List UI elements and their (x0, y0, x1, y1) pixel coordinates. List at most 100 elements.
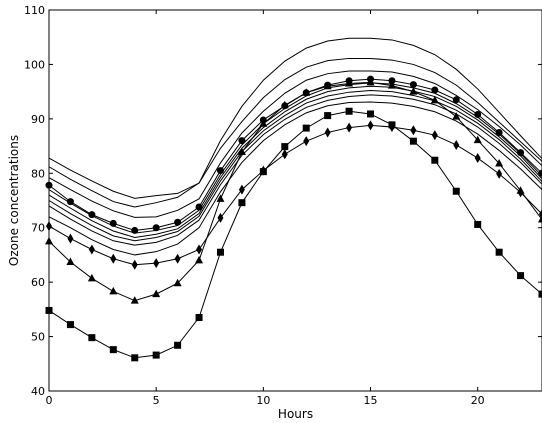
data-point (538, 215, 542, 223)
data-point (409, 87, 418, 95)
data-point (281, 149, 288, 160)
data-point (280, 100, 289, 109)
data-point (388, 77, 396, 85)
x-tick-label: 5 (153, 394, 160, 407)
data-point (431, 86, 439, 94)
data-point (388, 121, 396, 129)
data-point (110, 253, 117, 264)
y-tick-label: 100 (24, 58, 45, 71)
data-point (259, 119, 268, 127)
data-point (237, 147, 246, 156)
series-12 (45, 107, 542, 362)
data-point (152, 224, 160, 232)
series-line (48, 81, 542, 302)
data-point (345, 107, 353, 115)
series-line (48, 94, 542, 246)
data-point (87, 273, 96, 282)
data-point (238, 137, 246, 145)
data-point (88, 244, 95, 255)
data-point (431, 156, 439, 164)
y-tick-label: 80 (31, 167, 45, 180)
series-line (48, 90, 542, 242)
x-tick-label: 10 (256, 394, 270, 407)
plot-frame (48, 9, 542, 392)
series-9 (48, 101, 542, 256)
data-point (410, 125, 417, 136)
series-line (48, 110, 542, 359)
data-point (496, 168, 503, 179)
data-point (409, 81, 417, 89)
data-point (366, 77, 375, 86)
data-point (131, 354, 139, 362)
y-tick-label: 90 (31, 113, 45, 126)
data-point (195, 314, 203, 322)
y-tick-label: 110 (24, 4, 45, 17)
series-line (48, 124, 542, 266)
data-point (516, 186, 525, 194)
x-tick-label: 0 (46, 394, 53, 407)
data-point (217, 212, 224, 223)
data-point (474, 220, 482, 228)
data-point (345, 78, 354, 87)
data-point (302, 124, 310, 132)
data-point (174, 341, 182, 349)
data-point (538, 290, 542, 298)
data-point (367, 110, 375, 118)
data-point (216, 194, 225, 202)
series-5 (48, 82, 542, 234)
series-11 (45, 77, 542, 304)
series-6 (48, 85, 542, 239)
data-point (452, 187, 460, 195)
series-line (48, 85, 542, 239)
data-point (517, 272, 525, 280)
data-point (174, 253, 181, 264)
data-point (452, 96, 460, 104)
data-point (346, 122, 353, 133)
data-point (195, 203, 203, 211)
series-8 (48, 94, 542, 246)
data-point (387, 81, 396, 89)
data-point (452, 112, 461, 120)
x-axis: 0 5 10 15 20 (46, 10, 485, 407)
data-point (66, 321, 74, 329)
data-point (131, 259, 138, 270)
data-point (152, 351, 160, 359)
x-tick-label: 20 (471, 394, 485, 407)
data-point (173, 278, 182, 287)
data-point (367, 120, 374, 131)
series-line (48, 101, 542, 256)
data-point (259, 168, 267, 176)
y-axis-label: Ozone concentrations (7, 135, 21, 266)
series-10 (46, 120, 542, 270)
data-point (196, 244, 203, 255)
data-point (67, 233, 74, 244)
series-3 (48, 70, 542, 218)
data-point (517, 149, 525, 157)
data-point (430, 95, 439, 104)
y-tick-label: 40 (31, 385, 45, 398)
series-1 (48, 37, 542, 199)
data-point (474, 153, 481, 164)
data-point (495, 158, 504, 167)
data-point (303, 136, 310, 147)
y-axis: 40 50 60 70 80 90 100 110 (24, 4, 542, 398)
data-point (473, 135, 482, 144)
data-point (153, 258, 160, 269)
series-4 (45, 75, 542, 234)
x-tick-label: 15 (364, 394, 378, 407)
series-line (48, 70, 542, 218)
data-point (130, 296, 139, 304)
data-point (66, 198, 74, 206)
data-point (109, 286, 118, 295)
series-line (48, 57, 542, 208)
data-point (88, 334, 96, 342)
data-point (238, 184, 245, 195)
series-7 (48, 90, 542, 242)
x-axis-label: Hours (278, 407, 313, 421)
y-tick-label: 60 (31, 276, 45, 289)
data-point (238, 199, 246, 207)
data-point (66, 257, 75, 266)
data-point (495, 128, 503, 136)
data-point (109, 346, 117, 354)
series-line (48, 37, 542, 199)
